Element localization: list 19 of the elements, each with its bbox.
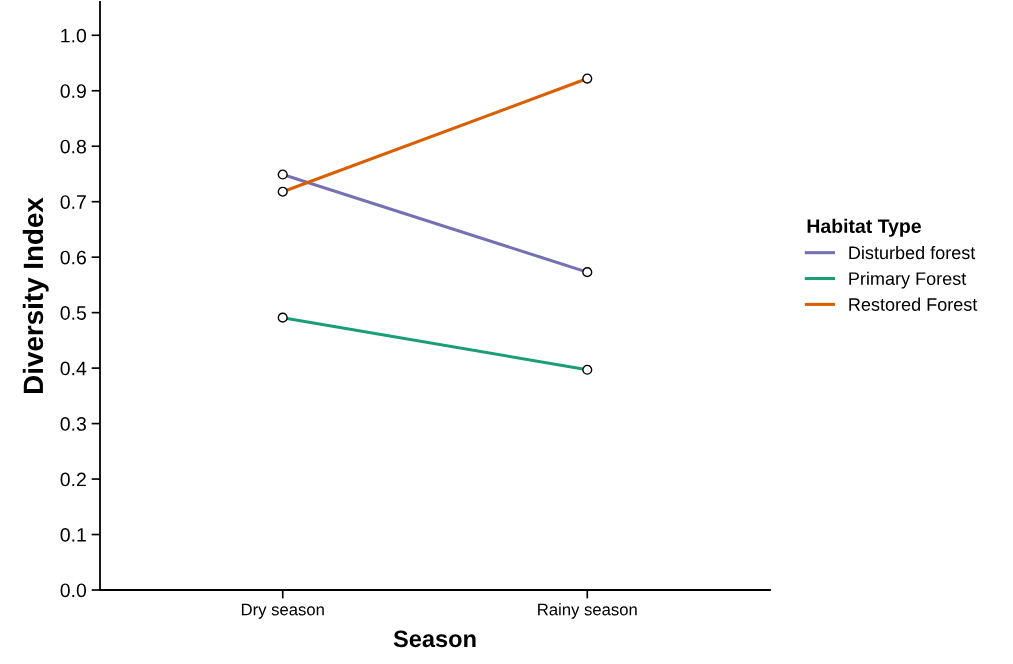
y-tick-label: 0.7 [60, 195, 86, 209]
y-tick-label: 0.8 [60, 139, 86, 154]
y-tick-label: 0.3 [60, 417, 86, 431]
x-tick-label: Rainy season [538, 603, 637, 619]
legend-label: Restored Forest [849, 297, 978, 311]
legend-title: Habitat Type [807, 218, 921, 237]
y-axis-title: Diversity Index [22, 197, 49, 393]
y-tick-label: 0.4 [60, 361, 87, 376]
x-tick-label: Dry season [241, 603, 324, 619]
y-tick-label: 0.6 [60, 250, 86, 265]
x-axis-title: Season [393, 630, 476, 648]
y-tick-label: 0.2 [60, 472, 86, 487]
y-tick-label: 1.0 [61, 28, 87, 43]
y-tick-label: 0.0 [60, 583, 87, 598]
y-tick-label: 0.1 [60, 528, 86, 542]
legend-label: Disturbed forest [849, 245, 976, 260]
legend-label: Primary Forest [849, 271, 967, 289]
y-tick-label: 0.9 [60, 84, 86, 98]
y-tick-label: 0.5 [60, 306, 86, 320]
